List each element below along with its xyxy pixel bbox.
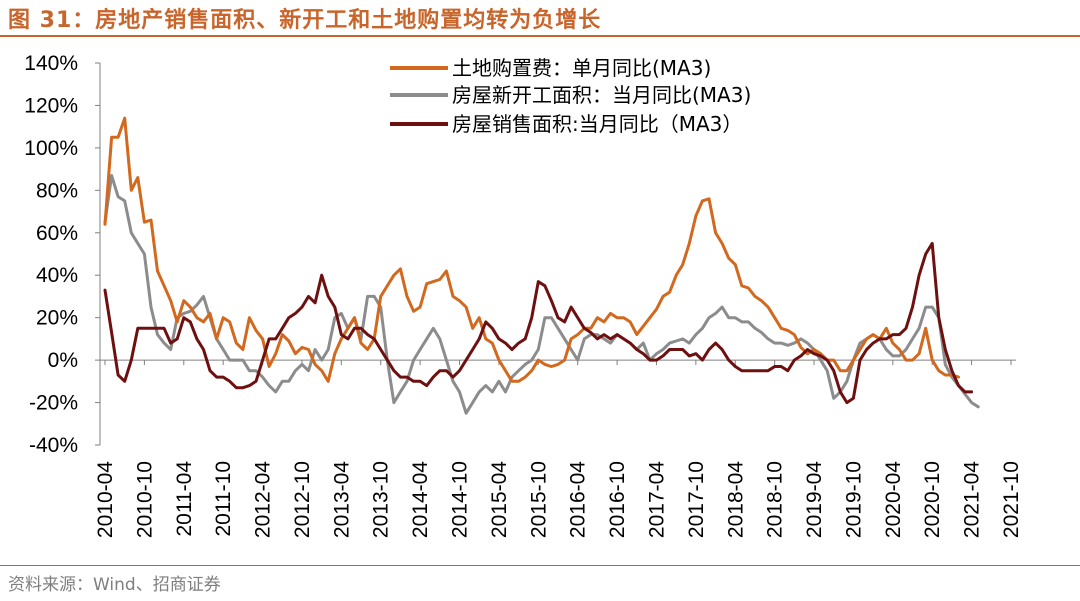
series-line-2: [103, 174, 980, 415]
x-tick-label: 2020-10: [921, 461, 944, 538]
legend-label-3: 房屋销售面积:当月同比（MA3）: [452, 112, 742, 136]
x-tick-label: 2017-04: [645, 461, 668, 538]
x-tick-label: 2014-04: [409, 461, 432, 538]
chart-series: [103, 116, 980, 415]
y-tick-label: 80%: [36, 179, 78, 202]
chart-axes: 140% 120% 100% 80% 60% 40% 20% 0% -20% -40% 2010-0…: [24, 52, 1023, 538]
x-tick-label: 2011-04: [173, 461, 196, 537]
x-tick-label: 2012-10: [291, 461, 314, 538]
x-tick-label: 2013-10: [370, 461, 393, 538]
y-tick-label: 120%: [24, 94, 78, 117]
x-tick-label: 2015-10: [527, 461, 550, 538]
y-tick-label: 140%: [24, 52, 78, 75]
x-tick-label: 2010-10: [133, 461, 156, 538]
y-tick-label: 100%: [24, 137, 78, 160]
x-tick-label: 2014-10: [449, 461, 472, 538]
figure-label: 图 31：: [8, 8, 96, 33]
x-tick-label: 2016-04: [567, 461, 590, 538]
series-line-3: [103, 241, 974, 405]
figure-title: 图 31：房地产销售面积、新开工和土地购置均转为负增长: [8, 2, 601, 34]
title-rule: [0, 35, 1080, 37]
legend-label-2: 房屋新开工面积：当月同比(MA3): [452, 83, 751, 107]
x-tick-label: 2021-04: [961, 461, 984, 538]
x-tick-label: 2019-10: [842, 461, 865, 538]
chart-legend: 土地购置费：单月同比(MA3) 房屋新开工面积：当月同比(MA3) 房屋销售面积:当…: [390, 56, 751, 136]
source-rule: [0, 565, 1080, 566]
x-tick-label: 2021-10: [1000, 461, 1023, 538]
x-tick-label: 2018-04: [724, 461, 747, 538]
x-tick-label: 2015-04: [488, 461, 511, 538]
x-tick-label: 2010-04: [94, 461, 117, 538]
x-tick-label: 2013-04: [330, 461, 353, 538]
x-tick-label: 2011-10: [212, 461, 235, 537]
x-tick-label: 2016-10: [606, 461, 629, 538]
y-tick-label: 20%: [36, 307, 78, 330]
series-line-1: [103, 116, 960, 383]
y-tick-label: -20%: [29, 392, 78, 415]
x-tick-label: 2018-10: [764, 461, 787, 538]
line-chart: 140% 120% 100% 80% 60% 40% 20% 0% -20% -40% 2010-0…: [24, 52, 1023, 538]
y-tick-label: -40%: [29, 434, 78, 457]
figure-title-text: 房地产销售面积、新开工和土地购置均转为负增长: [95, 8, 602, 33]
y-tick-label: 0%: [48, 349, 78, 372]
source-note: 资料来源：Wind、招商证券: [8, 575, 221, 595]
x-tick-label: 2020-04: [882, 461, 905, 538]
x-tick-label: 2017-10: [685, 461, 708, 538]
y-tick-label: 60%: [36, 222, 78, 245]
legend-label-1: 土地购置费：单月同比(MA3): [452, 56, 711, 80]
x-tick-label: 2012-04: [252, 461, 275, 538]
x-tick-label: 2019-04: [803, 461, 826, 538]
y-tick-label: 40%: [36, 264, 78, 287]
